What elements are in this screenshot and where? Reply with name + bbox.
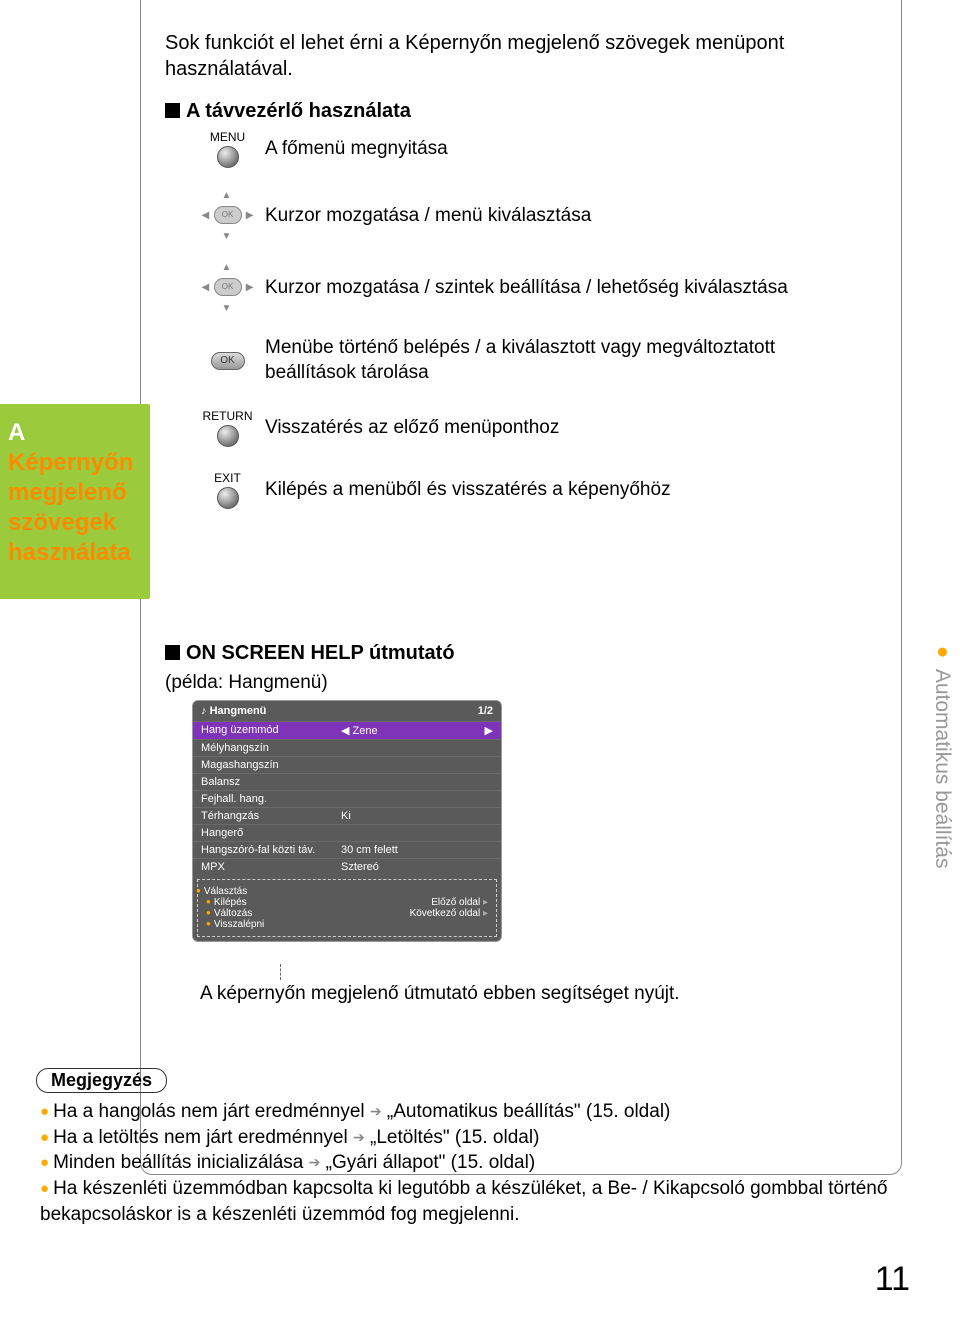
section1-text: A távvezérlő használata [186, 100, 411, 122]
remote-desc: Kurzor mozgatása / szintek beállítása / … [265, 276, 840, 301]
hint-pointer-line [280, 964, 282, 980]
osd-row-value [341, 776, 493, 788]
osd-row: Hangszóró-fal közti táv.30 cm felett [193, 841, 501, 858]
side-line1: A [8, 419, 25, 446]
osd-hint: Következő oldal [410, 908, 488, 919]
osd-row: Balansz [193, 773, 501, 790]
osd-row-label: Hangszóró-fal közti táv. [201, 844, 341, 856]
osd-row-value: 30 cm felett [341, 844, 493, 856]
remote-button-label: MENU [210, 130, 245, 144]
remote-row: MENU A főmenü megnyitása [190, 130, 840, 168]
remote-row: ▲▼ ◀▶ OK Kurzor mozgatása / menü kiválas… [190, 192, 840, 240]
osd-hint: Változás [206, 908, 264, 919]
dpad-icon: ▲▼ ◀▶ OK [204, 192, 252, 240]
intro-text: Sok funkciót el lehet érni a Képernyőn m… [165, 30, 845, 82]
dpad-ok-label: OK [214, 278, 242, 296]
dpad-ok-label: OK [214, 206, 242, 224]
osd-row: Hangerő [193, 824, 501, 841]
section-osd-heading: ON SCREEN HELP útmutató [165, 642, 455, 665]
osd-row: MPXSztereó [193, 858, 501, 875]
remote-desc: Kurzor mozgatása / menü kiválasztása [265, 204, 840, 229]
notes-title: Megjegyzés [36, 1068, 167, 1093]
remote-desc: A főmenü megnyitása [265, 137, 840, 162]
osd-rows: Hang üzemmódZeneMélyhangszínMagashangszí… [193, 721, 501, 875]
side-line2: Képernyőn megjelenő szövegek használata [8, 449, 133, 566]
osd-row-label: Mélyhangszín [201, 742, 341, 754]
osd-row-value [341, 759, 493, 771]
osd-row: TérhangzásKi [193, 807, 501, 824]
osd-title: ♪ Hangmenü [201, 705, 266, 717]
osd-row: Fejhall. hang. [193, 790, 501, 807]
remote-desc: Menübe történő belépés / a kiválasztott … [265, 336, 840, 385]
osd-row-label: Hang üzemmód [201, 724, 341, 737]
note-item: ●Ha a hangolás nem járt eredménnyel ➔ „A… [36, 1099, 906, 1125]
page-number: 11 [875, 1260, 910, 1299]
osd-title-text: Hangmenü [210, 705, 267, 717]
note-item: ●Minden beállítás inicializálása ➔ „Gyár… [36, 1150, 906, 1176]
osd-panel: ♪ Hangmenü 1/2 Hang üzemmódZeneMélyhangs… [192, 700, 502, 942]
section-remote-heading: A távvezérlő használata [165, 100, 411, 123]
osd-row-label: Hangerő [201, 827, 341, 839]
osd-row-value [341, 742, 493, 754]
osd-row: Mélyhangszín [193, 739, 501, 756]
dpad-icon: ▲▼ ◀▶ OK [204, 264, 252, 312]
exit-button-icon [217, 487, 239, 509]
remote-row: OK Menübe történő belépés / a kiválaszto… [190, 336, 840, 385]
square-bullet-icon [165, 645, 180, 660]
osd-hint: Választás [196, 886, 264, 897]
menu-button-icon [217, 146, 239, 168]
right-vert-text: Automatikus beállítás [931, 669, 954, 869]
osd-hint: Kilépés [206, 897, 264, 908]
osd-row-label: Magashangszín [201, 759, 341, 771]
osd-hint: Visszalépni [206, 919, 264, 930]
note-item: ●Ha a letöltés nem járt eredménnyel ➔ „L… [36, 1125, 906, 1151]
osd-row-value: Zene [341, 724, 493, 737]
osd-page-indicator: 1/2 [478, 705, 493, 717]
osd-example-label: (példa: Hangmenü) [165, 672, 328, 694]
ok-button-icon: OK [211, 352, 245, 370]
osd-row-value [341, 827, 493, 839]
osd-row-value: Sztereó [341, 861, 493, 873]
osd-row-label: Térhangzás [201, 810, 341, 822]
square-bullet-icon [165, 103, 180, 118]
remote-desc: Visszatérés az előző menüponthoz [265, 416, 840, 441]
note-item: ●Ha készenléti üzemmódban kapcsolta ki l… [36, 1176, 906, 1227]
remote-button-label: RETURN [203, 409, 253, 423]
osd-hint: Előző oldal [410, 897, 488, 908]
osd-hint-right: Előző oldal Következő oldal [410, 886, 488, 930]
remote-control-table: MENU A főmenü megnyitása ▲▼ ◀▶ OK Kurzor… [190, 130, 840, 533]
side-tab: A Képernyőn megjelenő szövegek használat… [0, 404, 150, 599]
remote-row: EXIT Kilépés a menüből és visszatérés a … [190, 471, 840, 509]
notes-section: Megjegyzés ●Ha a hangolás nem járt eredm… [36, 1068, 906, 1227]
osd-row: Magashangszín [193, 756, 501, 773]
remote-row: ▲▼ ◀▶ OK Kurzor mozgatása / szintek beál… [190, 264, 840, 312]
right-vertical-label: ● Automatikus beállítás [912, 640, 954, 960]
osd-hint-box: Választás Kilépés Változás Visszalépni E… [197, 879, 497, 937]
section2-text: ON SCREEN HELP útmutató [186, 642, 455, 664]
remote-row: RETURN Visszatérés az előző menüponthoz [190, 409, 840, 447]
remote-desc: Kilépés a menüből és visszatérés a képen… [265, 478, 840, 503]
osd-row-label: MPX [201, 861, 341, 873]
return-button-icon [217, 425, 239, 447]
osd-caption: A képernyőn megjelenő útmutató ebben seg… [200, 982, 700, 1007]
remote-button-label: EXIT [214, 471, 241, 485]
osd-row-value: Ki [341, 810, 493, 822]
osd-row-value [341, 793, 493, 805]
osd-title-bar: ♪ Hangmenü 1/2 [193, 701, 501, 721]
osd-row-label: Balansz [201, 776, 341, 788]
osd-row: Hang üzemmódZene [193, 721, 501, 739]
osd-row-label: Fejhall. hang. [201, 793, 341, 805]
